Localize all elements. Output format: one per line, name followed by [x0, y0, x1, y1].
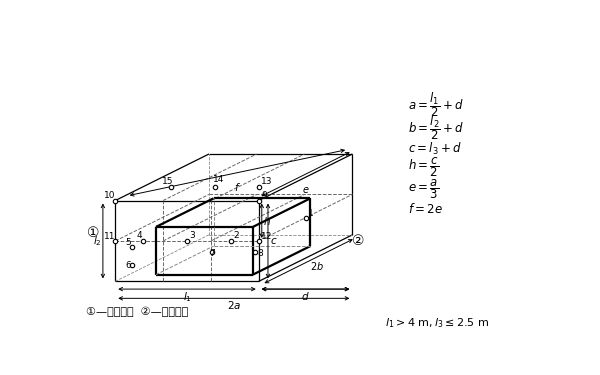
Text: $h$: $h$: [263, 215, 271, 227]
Text: 1: 1: [308, 209, 314, 218]
Text: 9: 9: [261, 191, 267, 200]
Text: $b=\dfrac{l_2}{2}+d$: $b=\dfrac{l_2}{2}+d$: [408, 113, 464, 142]
Text: 4: 4: [136, 231, 142, 240]
Text: 11: 11: [104, 232, 116, 241]
Text: $l_2$: $l_2$: [92, 234, 101, 248]
Text: $l_1$: $l_1$: [182, 290, 191, 304]
Text: 10: 10: [104, 191, 116, 200]
Text: ①: ①: [88, 226, 100, 240]
Text: $e$: $e$: [302, 185, 310, 195]
Text: $c$: $c$: [269, 236, 277, 246]
Text: ①—发动机側  ②—发电机側: ①—发动机側 ②—发电机側: [86, 307, 188, 317]
Text: 14: 14: [213, 175, 224, 184]
Text: 12: 12: [261, 232, 272, 241]
Text: 8: 8: [257, 249, 263, 258]
Text: $a=\dfrac{l_1}{2}+d$: $a=\dfrac{l_1}{2}+d$: [408, 90, 464, 118]
Text: 2: 2: [233, 231, 239, 240]
Text: 15: 15: [162, 177, 173, 186]
Text: $e=\dfrac{a}{3}$: $e=\dfrac{a}{3}$: [408, 177, 439, 201]
Text: $f=2e$: $f=2e$: [408, 202, 443, 216]
Text: $c=l_3+d$: $c=l_3+d$: [408, 141, 462, 157]
Text: ②: ②: [352, 234, 365, 248]
Text: $d$: $d$: [301, 290, 310, 302]
Text: $2b$: $2b$: [310, 260, 324, 272]
Text: 3: 3: [190, 231, 195, 240]
Text: $f$: $f$: [234, 181, 241, 193]
Text: $h=\dfrac{c}{2}$: $h=\dfrac{c}{2}$: [408, 156, 440, 179]
Text: 7: 7: [209, 249, 215, 258]
Text: $2a$: $2a$: [227, 299, 241, 311]
Text: $l_1>4$ m$,l_3\leq2.5$ m: $l_1>4$ m$,l_3\leq2.5$ m: [385, 316, 490, 330]
Text: 13: 13: [261, 177, 272, 186]
Text: 5: 5: [125, 238, 131, 247]
Text: 6: 6: [125, 261, 131, 270]
